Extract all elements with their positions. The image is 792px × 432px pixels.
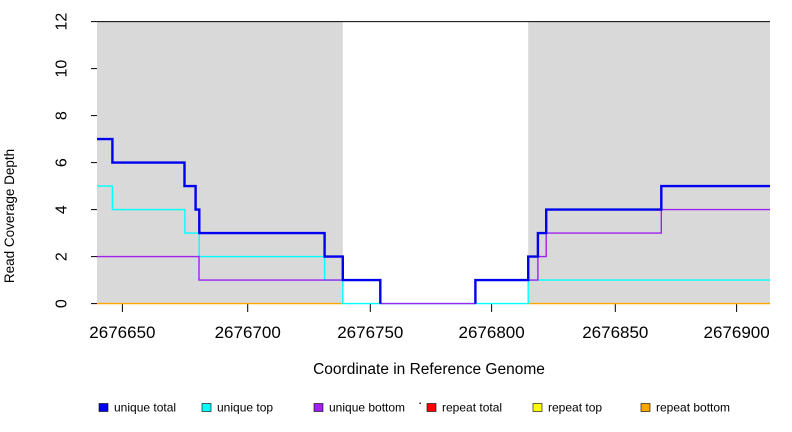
svg-text:6: 6 xyxy=(53,158,70,167)
svg-text:unique top: unique top xyxy=(217,401,273,415)
svg-text:Read Coverage Depth: Read Coverage Depth xyxy=(2,149,17,283)
svg-text:unique bottom: unique bottom xyxy=(329,401,405,415)
svg-text:repeat bottom: repeat bottom xyxy=(656,401,730,415)
svg-text:Coordinate in Reference Genome: Coordinate in Reference Genome xyxy=(313,361,545,378)
svg-text:repeat top: repeat top xyxy=(548,401,602,415)
svg-text:2676650: 2676650 xyxy=(89,323,155,342)
svg-text:12: 12 xyxy=(53,13,70,31)
svg-text:repeat total: repeat total xyxy=(442,401,502,415)
svg-text:2676750: 2676750 xyxy=(337,323,403,342)
svg-text:4: 4 xyxy=(53,205,70,214)
svg-text:unique total: unique total xyxy=(114,401,176,415)
svg-text:0: 0 xyxy=(53,299,70,308)
svg-text:2: 2 xyxy=(53,252,70,261)
svg-text:10: 10 xyxy=(53,60,70,78)
svg-text:2676900: 2676900 xyxy=(704,323,770,342)
svg-text:8: 8 xyxy=(53,111,70,120)
svg-text:2676850: 2676850 xyxy=(582,323,648,342)
svg-text:2676800: 2676800 xyxy=(459,323,525,342)
svg-text:2676700: 2676700 xyxy=(215,323,281,342)
